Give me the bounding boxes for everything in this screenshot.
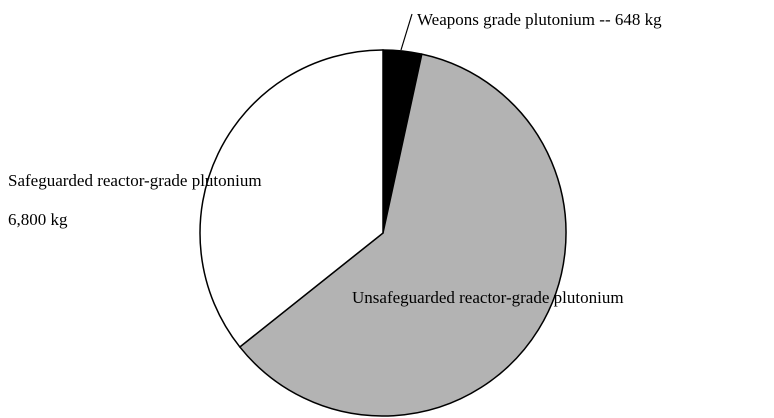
category-label: Weapons grade plutonium -- — [417, 10, 611, 29]
pie-slice — [238, 53, 567, 417]
slice-label: Safeguarded reactor-grade plutonium — [8, 171, 262, 190]
slice-label: Unsafeguarded reactor-grade plutonium — [352, 288, 624, 307]
pie-slice — [199, 49, 384, 349]
value-label: 648 kg — [614, 10, 662, 29]
slice-label: Weapons grade plutonium -- 648 kg — [417, 10, 662, 30]
leader-line — [400, 13, 413, 51]
value-label: 6,800 kg — [8, 210, 68, 229]
